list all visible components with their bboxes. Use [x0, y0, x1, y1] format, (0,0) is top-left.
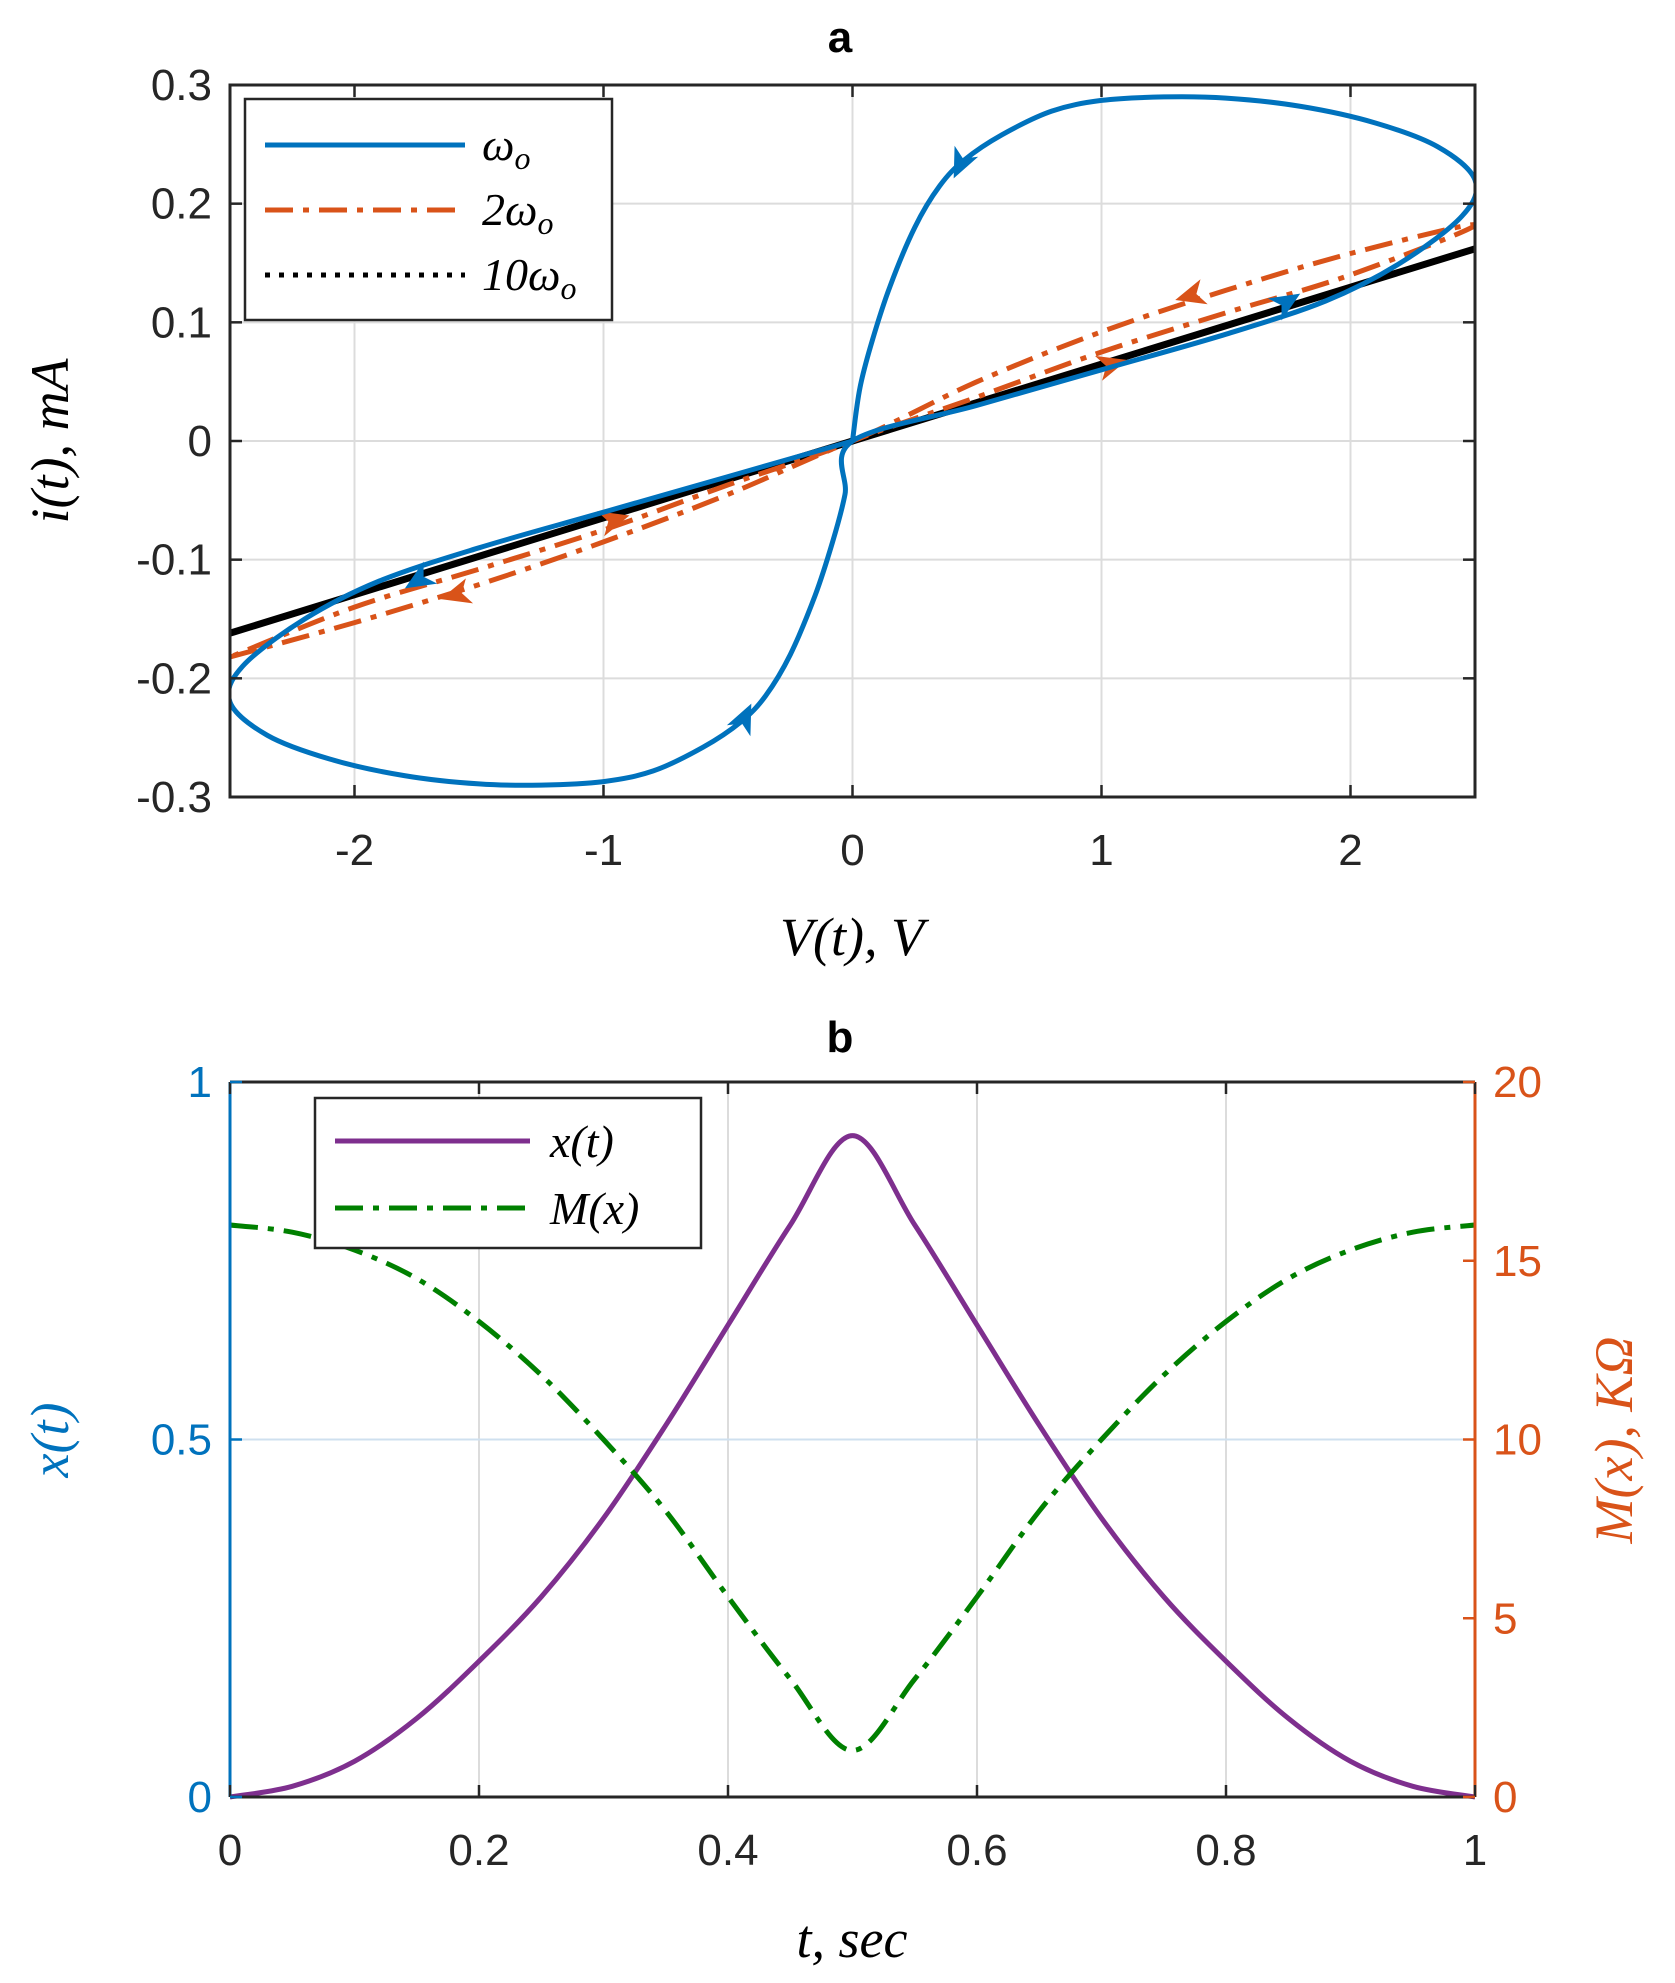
legend-label-x: x(t): [549, 1116, 614, 1167]
a-y-tick-label: 0.3: [151, 61, 212, 110]
legend-2omega-prefix: 2: [482, 184, 505, 235]
b-x-tick-label: 0.2: [448, 1826, 509, 1875]
panel-a-legend: ωo 2ωo 10ωo: [243, 97, 614, 322]
a-y-tick-label: 0.2: [151, 180, 212, 229]
a-x-tick-label: 1: [1089, 826, 1113, 875]
panel-b-x-tick-labels: 0 0.2 0.4 0.6 0.8 1: [218, 1826, 1487, 1875]
arrow-marker-a-0-0: [953, 145, 979, 179]
panel-a-y-tick-labels: -0.3 -0.2 -0.1 0 0.1 0.2 0.3: [136, 61, 212, 822]
panel-b-ticks: [228, 1080, 1477, 1799]
panel-a-x-tick-labels: -2 -1 0 1 2: [335, 826, 1363, 875]
a-x-tick-label: 2: [1338, 826, 1362, 875]
b-left-tick-label: 0.5: [151, 1416, 212, 1465]
b-left-tick-label: 0: [188, 1773, 212, 1822]
legend-label-2omega: 2ωo: [482, 184, 553, 241]
panel-b-series: [229, 1133, 1476, 1800]
series-line-b-1: [229, 1222, 1476, 1753]
b-left-tick-label: 1: [188, 1058, 212, 1107]
panel-a-series: [230, 94, 1475, 788]
b-x-tick-label: 1: [1463, 1826, 1487, 1875]
legend-label-10omega: 10ωo: [482, 249, 576, 306]
panel-b-right-y-label: M(x), KΩ: [1584, 1337, 1644, 1545]
b-right-tick-label: 5: [1493, 1594, 1517, 1643]
a-y-tick-label: 0.1: [151, 298, 212, 347]
arrow-marker-a-0-3: [404, 561, 438, 589]
panel-b-x-label: t, sec: [797, 1909, 908, 1969]
legend-omega-sub: o: [514, 140, 530, 176]
panel-b-title: b: [827, 1013, 854, 1062]
a-x-tick-label: -2: [335, 826, 374, 875]
panel-a-x-label: V(t), V: [780, 907, 930, 967]
b-x-tick-label: 0: [218, 1826, 242, 1875]
panel-a-y-label: i(t), mA: [20, 358, 80, 524]
b-right-tick-label: 20: [1493, 1058, 1542, 1107]
legend-omega-main: ω: [482, 119, 514, 170]
legend-2omega-main: ω: [505, 184, 537, 235]
panel-b-right-tick-labels: 0 5 10 15 20: [1493, 1058, 1542, 1822]
a-x-tick-label: -1: [584, 826, 623, 875]
a-x-tick-label: 0: [840, 826, 864, 875]
legend-10omega-main: ω: [528, 249, 560, 300]
panel-a-title: a: [828, 13, 853, 62]
b-right-tick-label: 15: [1493, 1237, 1542, 1286]
legend-label-M: M(x): [549, 1183, 639, 1234]
legend-10omega-prefix: 10: [482, 249, 528, 300]
legend-10omega-sub: o: [560, 270, 576, 306]
arrow-marker-a-1-1: [440, 578, 474, 604]
arrow-marker-a-1-3: [1175, 279, 1208, 305]
legend-label-omega: ωo: [482, 119, 530, 176]
arrow-marker-a-1-2: [597, 511, 630, 537]
b-x-tick-label: 0.8: [1195, 1826, 1256, 1875]
b-right-tick-label: 10: [1493, 1416, 1542, 1465]
a-y-tick-label: -0.1: [136, 536, 212, 585]
a-y-tick-label: -0.2: [136, 654, 212, 703]
panel-b-legend: x(t) M(x): [313, 1096, 703, 1250]
arrow-marker-a-0-1: [1267, 293, 1301, 321]
series-line-b-0: [229, 1133, 1476, 1800]
legend-2omega-sub: o: [537, 205, 553, 241]
panel-b-left-y-label: x(t): [20, 1403, 80, 1479]
arrow-marker-a-0-2: [726, 703, 752, 737]
panel-a-ticks: [230, 83, 1475, 799]
panel-a: a -2 -1 0 1 2 -0.3 -0.2 -0.1 0 0.1 0.2 0.3 V(t), V…: [20, 13, 1477, 967]
b-x-tick-label: 0.4: [697, 1826, 758, 1875]
b-right-tick-label: 0: [1493, 1773, 1517, 1822]
b-x-tick-label: 0.6: [946, 1826, 1007, 1875]
a-y-tick-label: -0.3: [136, 773, 212, 822]
panel-b-legend-box: [313, 1096, 703, 1250]
a-y-tick-label: 0: [188, 417, 212, 466]
series-line-a-0: [230, 94, 1475, 788]
panel-b-left-tick-labels: 00.51: [151, 1058, 212, 1822]
